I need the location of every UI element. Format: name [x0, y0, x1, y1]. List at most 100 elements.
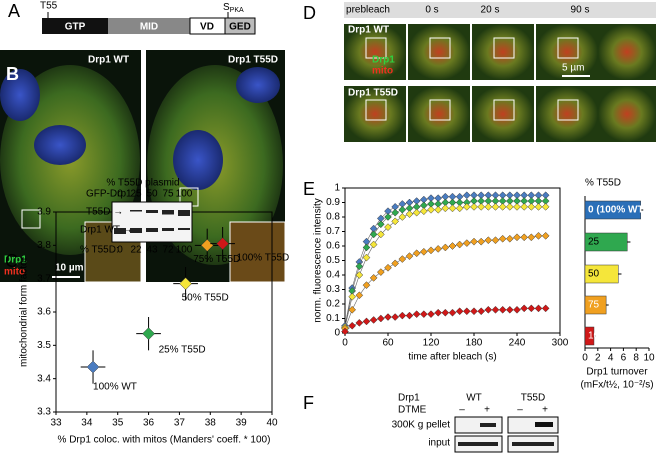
x-tick-label: 38 — [205, 418, 217, 429]
marker — [427, 310, 435, 319]
panel-label: D — [303, 3, 316, 23]
roi — [429, 37, 451, 59]
blot — [454, 416, 503, 434]
x-tick-label: 0 — [582, 353, 588, 364]
marker — [513, 305, 521, 314]
x-label: Drp1 turnover — [586, 367, 648, 378]
label: WT — [466, 393, 482, 404]
marker — [520, 233, 529, 242]
label: Drp1 — [398, 393, 420, 404]
blot-protein: GFP-Drp1 — [86, 189, 132, 200]
x-tick-label: 37 — [174, 418, 186, 429]
sign: + — [542, 405, 548, 416]
x-tick-label: 40 — [266, 418, 278, 429]
y-tick-label: 0.5 — [326, 255, 340, 266]
micrograph — [536, 24, 598, 80]
sign: – — [517, 405, 523, 416]
y-tick-label: 3.4 — [37, 373, 51, 384]
x-label: % Drp1 coloc. with mitos (Manders' coeff… — [58, 435, 271, 446]
panel-label: B — [6, 64, 19, 84]
scale-label: 5 µm — [562, 63, 584, 74]
y-tick-label: 0 — [334, 328, 340, 339]
marker — [491, 202, 500, 211]
marker — [434, 245, 443, 253]
marker — [520, 202, 529, 211]
lane-label: 0 — [117, 189, 123, 200]
roi — [365, 99, 387, 121]
x-tick-label: 180 — [466, 338, 483, 349]
channel: mito — [372, 66, 393, 77]
marker — [348, 292, 357, 301]
panel-label: F — [303, 393, 314, 413]
pct: 43 — [146, 245, 158, 256]
marker — [455, 307, 464, 316]
band — [480, 423, 496, 427]
marker — [491, 305, 500, 314]
y-tick-label: 0.6 — [326, 241, 340, 252]
blot — [111, 201, 193, 243]
marker — [216, 237, 229, 251]
marker — [376, 230, 385, 239]
domain-label: GED — [229, 22, 251, 33]
marker — [462, 202, 471, 211]
marker — [527, 202, 536, 211]
nucleus — [0, 69, 40, 121]
category-label: 100 — [588, 331, 605, 342]
marker — [405, 210, 414, 218]
band — [178, 228, 190, 230]
x-tick-label: 8 — [633, 353, 639, 364]
marker — [179, 277, 192, 291]
micrograph — [598, 86, 656, 142]
band — [130, 228, 142, 233]
micrograph — [472, 86, 534, 142]
roi — [21, 209, 41, 229]
site-label: T55 — [40, 1, 58, 12]
band — [512, 442, 554, 446]
label: Drp1 WT — [88, 55, 129, 66]
micrograph — [536, 86, 598, 142]
band — [458, 442, 498, 446]
marker — [491, 236, 500, 245]
marker — [477, 307, 486, 316]
channel: Drp1 — [372, 55, 395, 66]
marker — [520, 304, 529, 313]
band — [130, 210, 142, 212]
roi — [557, 37, 579, 59]
band-label: T55D → — [86, 207, 123, 218]
pct-label: % T55D: — [80, 245, 119, 256]
x-tick-label: 6 — [621, 353, 627, 364]
band — [146, 210, 158, 213]
marker — [498, 202, 507, 211]
band — [162, 228, 174, 231]
marker — [355, 291, 364, 300]
panel-label: A — [8, 1, 20, 21]
band — [535, 422, 553, 427]
x-label: time after bleach (s) — [408, 352, 496, 363]
lane-label: 25 — [130, 189, 142, 200]
y-tick-label: 0.4 — [326, 270, 340, 281]
micrograph — [472, 24, 534, 80]
roi — [365, 37, 387, 59]
blot — [507, 416, 559, 434]
channel: Drp1 — [4, 255, 27, 266]
x-tick-label: 39 — [236, 418, 248, 429]
roi — [429, 99, 451, 121]
marker — [484, 305, 493, 314]
blot-title: % T55D plasmid — [106, 178, 179, 189]
micrograph — [344, 24, 406, 80]
marker — [448, 308, 457, 317]
time-label: 20 s — [481, 5, 500, 16]
marker — [369, 316, 378, 324]
nucleus — [173, 130, 223, 190]
blot-inset: % T55D plasmid GFP-Drp1 T55D → Drp1 WT →… — [80, 178, 193, 256]
marker — [441, 204, 450, 213]
time-label: prebleach — [346, 5, 390, 16]
band — [162, 210, 174, 215]
y-tick-label: 1 — [334, 183, 340, 194]
label: T55D — [521, 393, 545, 404]
y-tick-label: 3.5 — [37, 340, 51, 351]
marker — [505, 305, 514, 314]
marker — [384, 213, 392, 221]
series-line — [344, 194, 546, 326]
marker — [527, 233, 536, 242]
